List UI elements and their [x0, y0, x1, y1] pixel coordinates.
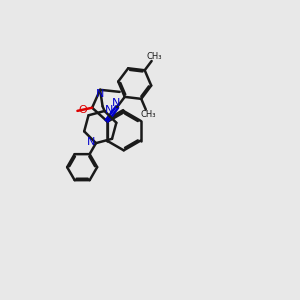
Text: CH₃: CH₃ [147, 52, 163, 62]
Text: N: N [87, 137, 95, 147]
Text: N: N [112, 98, 120, 108]
Text: N: N [105, 105, 113, 115]
Text: CH₃: CH₃ [140, 110, 156, 119]
Text: O: O [78, 105, 87, 115]
Text: N: N [96, 89, 104, 99]
